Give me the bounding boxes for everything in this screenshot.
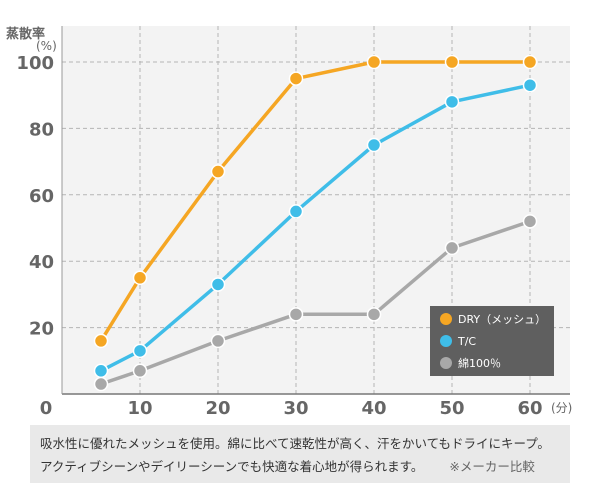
description-note: 吸水性に優れたメッシュを使用。綿に比べて速乾性が高く、汗をかいてもドライにキープ…	[30, 425, 570, 483]
series-2-point	[210, 333, 226, 349]
legend-swatch-dry-mesh	[440, 313, 452, 325]
y-axis-label: 蒸散率	[6, 26, 45, 42]
series-1-point	[288, 204, 304, 219]
legend-swatch-tc	[440, 335, 452, 347]
y-tick-label: 40	[29, 252, 54, 273]
series-0-point	[288, 71, 304, 86]
y-tick-label: 20	[29, 319, 54, 340]
x-axis-unit: (分)	[551, 401, 572, 415]
x-tick-label: 60	[517, 398, 542, 419]
series-0-point	[366, 54, 382, 70]
series-1-point	[93, 363, 109, 379]
y-tick-label: 100	[16, 53, 54, 74]
series-2-point	[444, 240, 460, 256]
note-aside: ※メーカー比較	[449, 459, 535, 474]
legend-label-cotton: 綿100％	[458, 356, 501, 370]
y-tick-label: 60	[29, 186, 54, 207]
y-tick-labels: 20 40 60 80 100	[16, 53, 54, 340]
note-line-2: アクティブシーンやデイリーシーンでも快適な着心地が得られます。	[40, 459, 424, 474]
note-line-1: 吸水性に優れたメッシュを使用。綿に比べて速乾性が高く、汗をかいてもドライにキープ…	[40, 436, 550, 451]
note-line-2-row: アクティブシーンやデイリーシーンでも快適な着心地が得られます。 ※メーカー比較	[40, 455, 560, 478]
series-1-point	[522, 77, 538, 93]
series-group	[93, 54, 538, 392]
legend-label-tc: T/C	[457, 335, 476, 348]
series-0-point	[444, 54, 460, 70]
y-axis-unit: (%)	[36, 39, 57, 53]
series-2-point	[132, 363, 148, 379]
series-1-point	[210, 277, 226, 292]
series-0-point	[132, 270, 148, 286]
legend-swatch-cotton	[440, 357, 452, 369]
x-tick-label: 0	[40, 398, 53, 419]
series-2-point	[288, 307, 304, 322]
series-2-point	[93, 376, 109, 392]
series-1-point	[366, 137, 382, 153]
x-tick-label: 50	[439, 398, 464, 419]
y-tick-label: 80	[29, 119, 54, 140]
evaporation-rate-chart: 蒸散率 (%) (分) 20 40 60 80 100 0 10 20 30 40 50 60 DR…	[6, 26, 572, 419]
x-tick-label: 20	[205, 398, 230, 419]
series-0-point	[210, 164, 226, 179]
legend: DRY（メッシュ） T/C 綿100％	[430, 306, 554, 376]
series-1-point	[444, 94, 460, 110]
x-tick-labels: 0 10 20 30 40 50 60	[40, 398, 543, 419]
chart-svg: 蒸散率 (%) (分) 20 40 60 80 100 0 10 20 30 40 50 60 DR…	[6, 26, 572, 419]
series-2-point	[366, 307, 382, 322]
series-1-point	[132, 343, 148, 359]
series-0-point	[93, 333, 109, 349]
x-tick-label: 40	[361, 398, 386, 419]
series-2-point	[522, 214, 538, 229]
x-tick-label: 10	[127, 398, 152, 419]
x-tick-label: 30	[283, 398, 308, 419]
legend-label-dry-mesh: DRY（メッシュ）	[458, 313, 546, 326]
series-0-point	[522, 54, 538, 70]
